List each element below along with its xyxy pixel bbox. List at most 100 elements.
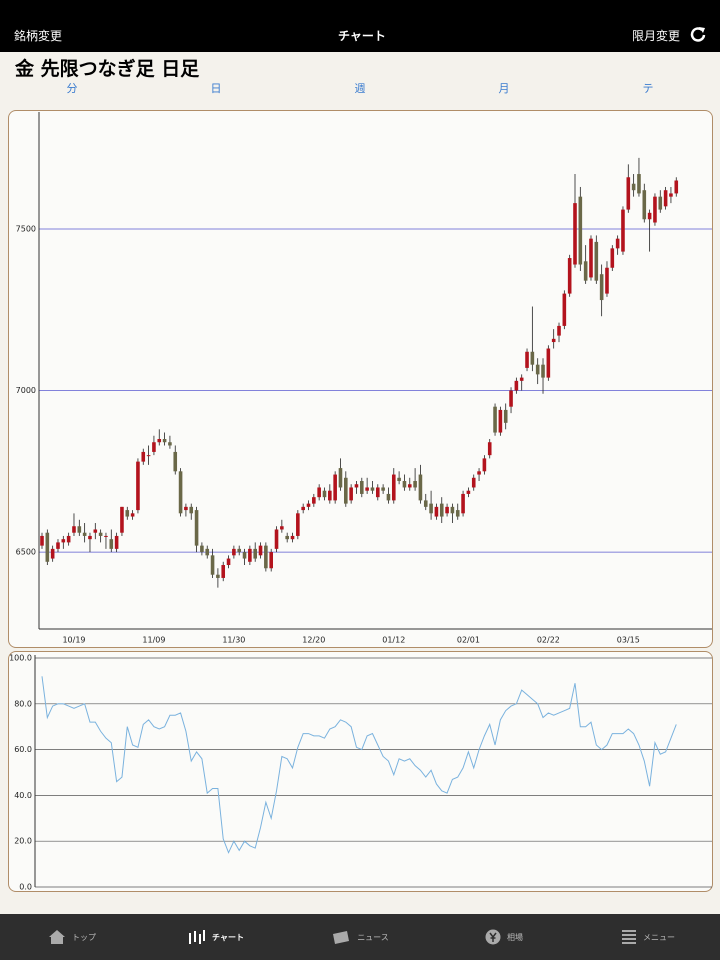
y-tick-label: 0.0	[19, 883, 32, 892]
candle-body	[381, 487, 385, 491]
nav-title: チャート	[338, 29, 386, 43]
candle-body	[317, 487, 321, 498]
tab-item[interactable]: ニュース	[288, 914, 432, 960]
candle-body	[354, 484, 359, 488]
candle-body	[413, 481, 417, 488]
candle-body	[434, 506, 439, 517]
x-tick-label: 01/12	[382, 636, 405, 645]
x-tick-label: 11/30	[222, 636, 245, 645]
candle-body	[610, 248, 615, 268]
candle-body	[567, 258, 572, 294]
refresh-icon[interactable]	[690, 26, 706, 42]
y-tick-label: 60.0	[14, 745, 32, 754]
change-symbol[interactable]: 銘柄変更	[14, 29, 63, 43]
candle-body	[173, 451, 178, 472]
candle-body	[391, 474, 396, 501]
candle-body	[77, 526, 82, 533]
candle-body	[674, 180, 679, 194]
tab-item[interactable]: 相場	[432, 914, 576, 960]
candle-body	[237, 548, 242, 553]
candle-body	[40, 535, 44, 546]
candle-body	[82, 532, 87, 536]
x-tick-label: 11/09	[142, 636, 165, 645]
candle-body	[594, 241, 599, 281]
candle-body	[210, 555, 215, 575]
tab[interactable]: 週	[354, 82, 366, 95]
candle-body	[152, 442, 156, 452]
candle-body	[136, 461, 140, 511]
tab-item[interactable]: メニュー	[576, 914, 720, 960]
candle-body	[104, 535, 108, 537]
candle-body	[301, 506, 305, 511]
tab-label: トップ	[72, 932, 96, 942]
nav-bar: 銘柄変更 チャート 限月変更	[0, 0, 720, 52]
candle-body	[407, 484, 412, 488]
candle-body	[541, 364, 545, 378]
y-tick-label: 6500	[16, 548, 36, 557]
rsi-panel	[8, 651, 713, 892]
y-tick-label: 7000	[16, 386, 36, 395]
candle-body	[216, 574, 220, 578]
tab-item[interactable]: チャート	[144, 914, 288, 960]
candle-body	[562, 293, 567, 326]
candle-body	[168, 442, 172, 446]
candle-body	[498, 409, 503, 433]
candle-body	[221, 565, 226, 578]
candle-body	[535, 364, 540, 375]
rsi-line	[41, 676, 677, 854]
candle-body	[615, 238, 620, 249]
candle-body	[477, 471, 481, 475]
candle-body	[669, 193, 673, 197]
candle-body	[370, 487, 375, 491]
candle-body	[461, 493, 465, 514]
candle-body	[626, 177, 631, 210]
candle-body	[162, 439, 167, 443]
candle-body	[232, 548, 236, 556]
x-tick-label: 10/19	[62, 636, 85, 645]
y-tick-label: 40.0	[14, 791, 32, 800]
candle-body	[141, 451, 146, 462]
candle-body	[605, 267, 609, 294]
candle-body	[157, 439, 162, 443]
candle-body	[466, 490, 471, 494]
candle-body	[114, 535, 119, 549]
change-month[interactable]: 限月変更	[632, 29, 681, 43]
candle-body	[439, 503, 444, 517]
candle-body	[178, 471, 183, 514]
candle-body	[546, 348, 551, 378]
candle-body	[637, 174, 641, 194]
tab[interactable]: テ	[642, 82, 654, 95]
tab-item[interactable]: トップ	[0, 914, 144, 960]
candle-body	[599, 274, 604, 301]
candle-body	[322, 490, 327, 498]
candle-body	[109, 539, 114, 549]
candle-body	[578, 196, 583, 265]
tab[interactable]: 日	[210, 82, 222, 95]
candle-body	[487, 442, 492, 456]
candle-body	[583, 261, 588, 281]
tab-label: メニュー	[643, 932, 675, 942]
candle-body	[66, 535, 71, 543]
candle-body	[306, 503, 311, 507]
candle-body	[647, 212, 652, 220]
candle-body	[189, 506, 194, 514]
tab[interactable]: 分	[66, 82, 78, 95]
candle-body	[61, 539, 66, 543]
tab[interactable]: 月	[498, 82, 510, 95]
candle-body	[50, 548, 55, 559]
candle-body	[509, 390, 513, 407]
x-tick-label: 02/01	[457, 636, 480, 645]
y-tick-label: 7500	[16, 224, 36, 233]
candle-body	[375, 487, 380, 498]
candle-body	[349, 487, 353, 501]
tab-bar: トップ チャート ニュース 相場 メニュー	[0, 914, 720, 960]
candle-body	[296, 513, 300, 536]
y-tick-label: 100.0	[9, 654, 32, 663]
candle-body	[253, 548, 257, 559]
candle-body	[274, 529, 279, 549]
candle-body	[45, 532, 50, 562]
candle-body	[397, 477, 401, 482]
candle-body	[226, 558, 231, 566]
candle-body	[418, 474, 423, 501]
candle-body	[519, 377, 524, 381]
